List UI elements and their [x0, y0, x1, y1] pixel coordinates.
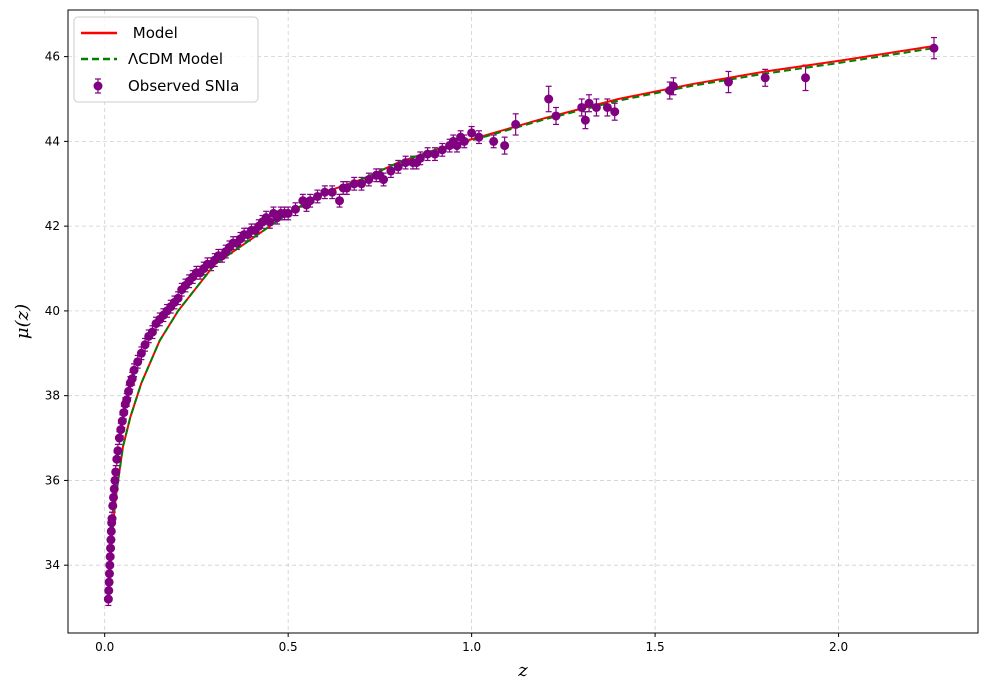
y-tick-label: 42	[45, 219, 60, 233]
y-tick-label: 36	[45, 473, 60, 487]
legend-point	[93, 81, 103, 91]
data-point	[801, 73, 811, 83]
data-point	[459, 136, 469, 146]
data-point	[544, 94, 554, 104]
y-tick-label: 34	[45, 558, 60, 572]
x-axis-label: z	[517, 660, 528, 681]
data-point	[108, 501, 118, 511]
data-point	[107, 514, 117, 524]
plot-frame	[67, 9, 979, 634]
data-point	[140, 340, 150, 350]
legend-label-lcdm: ΛCDM Model	[128, 50, 223, 68]
data-point	[106, 526, 116, 536]
data-point	[760, 73, 770, 83]
data-point	[127, 374, 137, 384]
data-point	[124, 386, 134, 396]
grid-lines	[68, 10, 978, 633]
data-point	[415, 153, 425, 163]
axis-ticks: 0.0 0.5 1.0 1.5 2.0 34 36 38 40 42 44 46	[45, 50, 848, 654]
data-point	[105, 560, 115, 570]
data-point	[342, 183, 352, 193]
y-tick-label: 46	[45, 50, 60, 64]
data-point	[147, 327, 157, 337]
data-point	[105, 552, 115, 562]
data-point	[106, 535, 116, 545]
data-point	[929, 43, 939, 53]
data-point	[452, 141, 462, 151]
data-point	[335, 196, 345, 206]
data-point	[401, 158, 411, 168]
data-point	[122, 395, 132, 405]
legend-label-model: Model	[128, 24, 178, 42]
x-tick-label: 1.0	[462, 640, 481, 654]
data-point	[104, 577, 114, 587]
data-point	[109, 484, 119, 494]
data-point	[437, 145, 447, 155]
data-point	[173, 293, 183, 303]
data-point	[305, 196, 315, 206]
data-point	[551, 111, 561, 121]
x-tick-label: 0.5	[279, 640, 298, 654]
data-point	[668, 81, 678, 91]
data-point	[113, 446, 123, 456]
legend-swatch-observed	[93, 78, 103, 94]
data-point	[116, 425, 126, 435]
y-axis-label: μ(z)	[12, 304, 33, 339]
y-tick-label: 38	[45, 389, 60, 403]
y-tick-label: 44	[45, 134, 60, 148]
data-point	[602, 102, 612, 112]
lcdm-curve	[107, 47, 935, 600]
data-point	[117, 416, 127, 426]
data-point	[106, 543, 116, 553]
data-point	[265, 217, 275, 227]
data-point	[114, 433, 124, 443]
data-point	[577, 102, 587, 112]
data-point	[327, 187, 337, 197]
data-point	[610, 107, 620, 117]
data-point	[511, 119, 521, 129]
data-points	[103, 43, 939, 604]
data-point	[430, 149, 440, 159]
data-point	[364, 175, 374, 185]
data-point	[104, 569, 114, 579]
x-tick-label: 2.0	[829, 640, 848, 654]
data-point	[112, 454, 122, 464]
legend: Model ΛCDM Model Observed SNIa	[73, 16, 259, 103]
data-point	[313, 191, 323, 201]
data-point	[320, 187, 330, 197]
data-point	[103, 594, 113, 604]
data-point	[119, 408, 129, 418]
legend-box	[73, 16, 259, 103]
data-point	[386, 166, 396, 176]
data-point	[357, 179, 367, 189]
data-point	[580, 115, 590, 125]
legend-label-observed: Observed SNIa	[128, 77, 239, 95]
data-point	[349, 179, 359, 189]
data-point	[474, 132, 484, 142]
data-point	[109, 492, 118, 502]
data-point	[283, 208, 293, 218]
data-point	[291, 204, 300, 214]
data-point	[129, 365, 139, 375]
data-point	[136, 348, 146, 358]
plot-area	[68, 10, 978, 633]
x-tick-label: 1.5	[646, 640, 665, 654]
data-point	[489, 136, 499, 146]
data-point	[104, 586, 114, 596]
data-point	[393, 162, 403, 172]
data-point	[584, 98, 594, 108]
data-point	[500, 141, 510, 151]
y-tick-label: 40	[45, 304, 60, 318]
data-point	[591, 102, 601, 112]
data-point	[111, 467, 121, 477]
data-point	[723, 77, 733, 87]
x-tick-label: 0.0	[95, 640, 114, 654]
data-point	[133, 357, 143, 367]
data-point	[110, 475, 120, 485]
data-point	[379, 175, 389, 185]
data-point	[467, 128, 477, 138]
data-point	[423, 149, 433, 159]
